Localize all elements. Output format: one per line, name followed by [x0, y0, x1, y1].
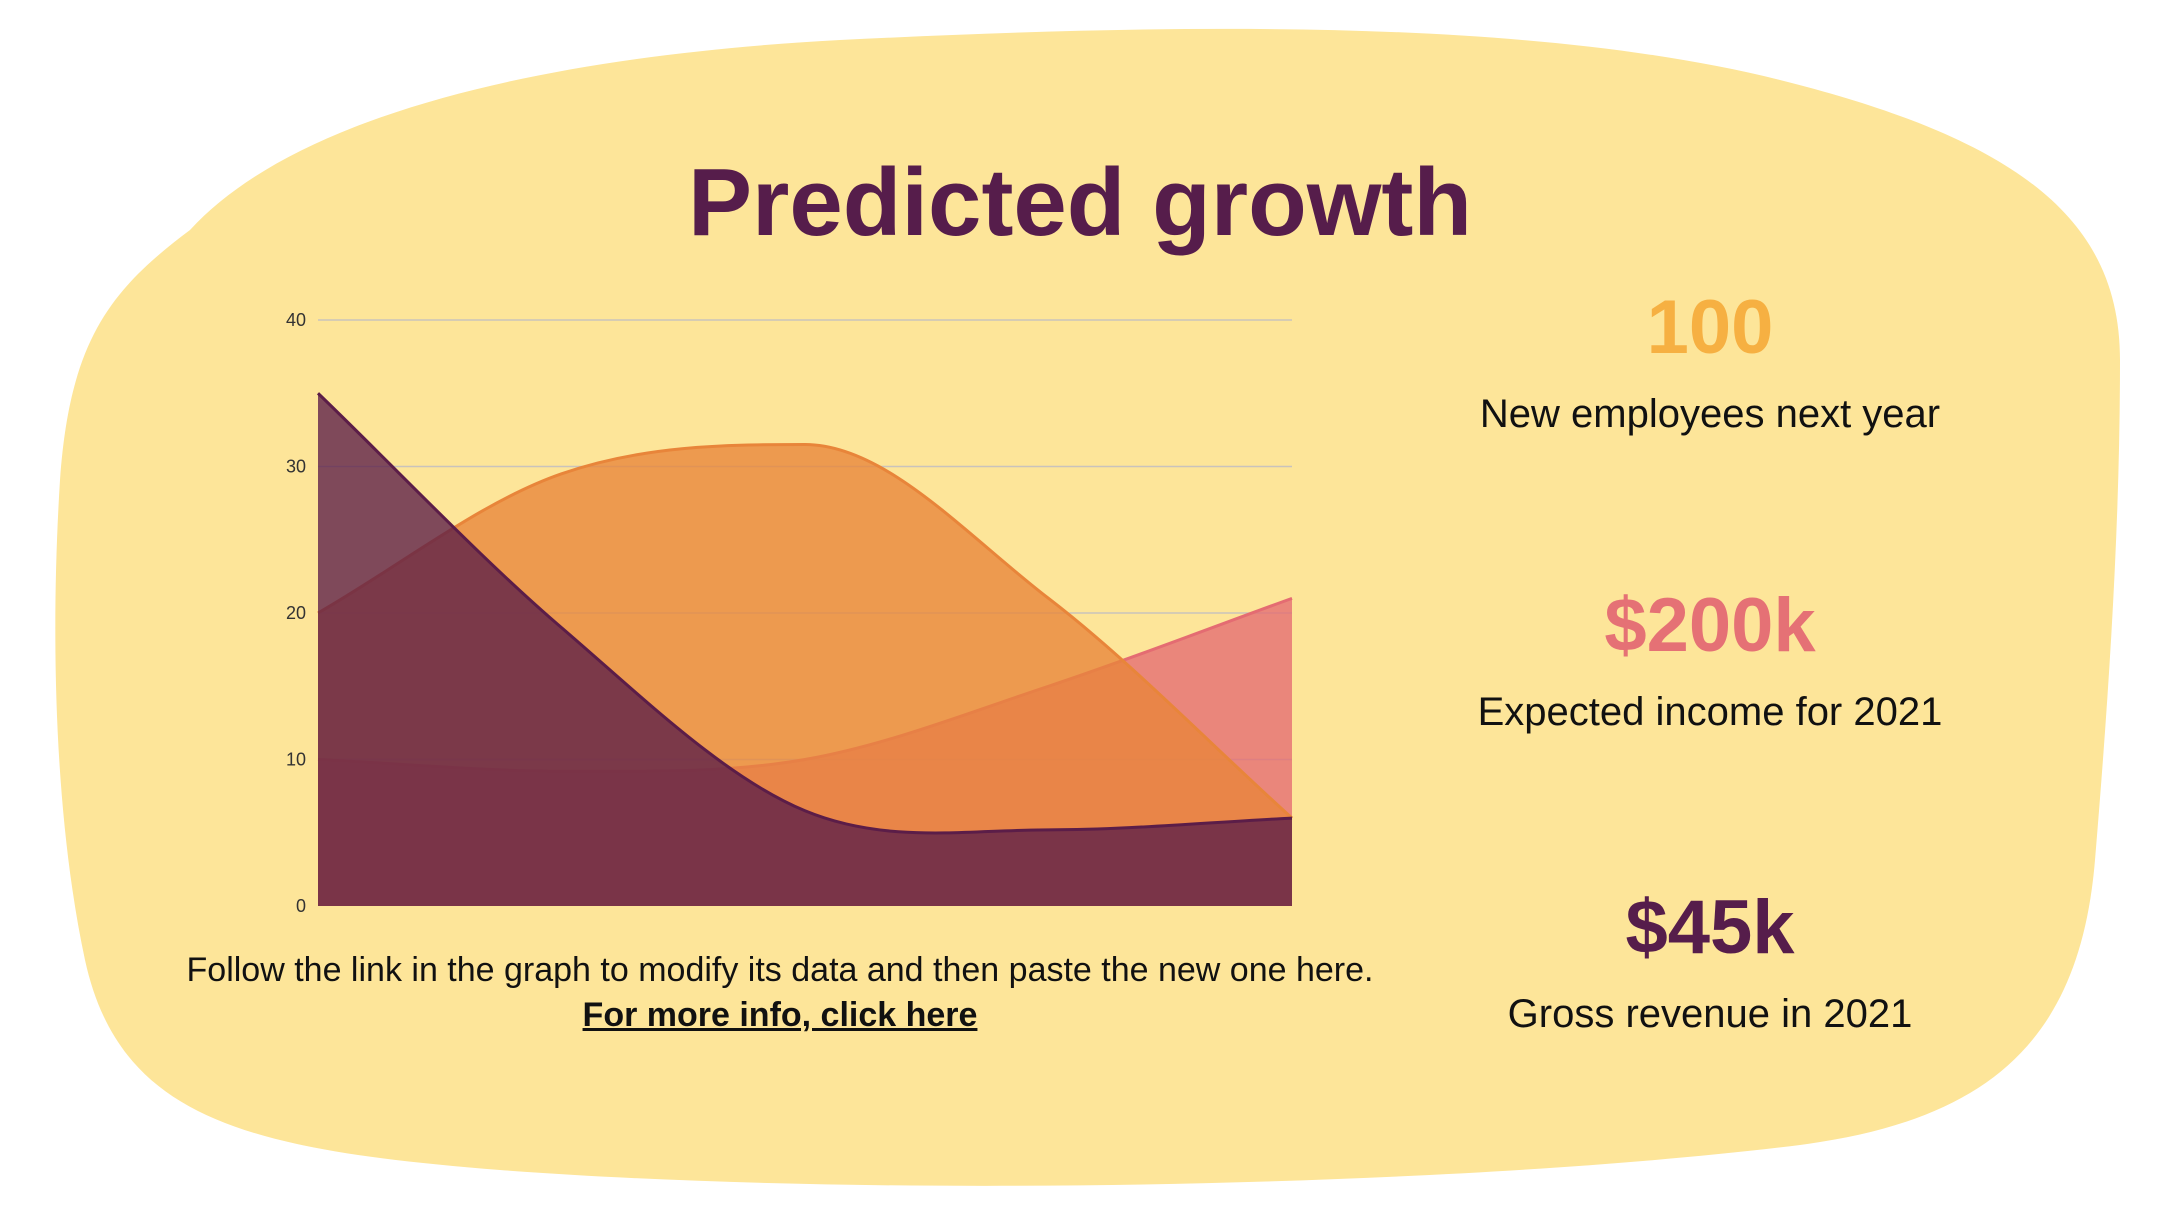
stat-value: 100: [1646, 285, 1774, 370]
series-areas: [316, 392, 1294, 906]
chart-caption: Follow the link in the graph to modify i…: [180, 948, 1380, 1038]
y-tick-label: 0: [296, 896, 306, 916]
y-tick-label: 10: [286, 750, 306, 770]
series-area-3: [318, 393, 1292, 906]
y-tick-label: 40: [286, 310, 306, 330]
stat-label: New employees next year: [1479, 392, 1941, 436]
series-line-3: [316, 392, 1293, 835]
page-title: Predicted growth: [687, 149, 1473, 256]
caption-text: Follow the link in the graph to modify i…: [186, 951, 1374, 989]
stat-label: Gross revenue in 2021: [1507, 992, 1913, 1036]
stat-label: Expected income for 2021: [1477, 690, 1943, 734]
stat-value: $45k: [1625, 885, 1795, 970]
y-tick-label: 20: [286, 603, 306, 623]
y-axis-ticks: 0 10 20 30 40: [286, 310, 306, 916]
series-line-2: [317, 443, 1294, 820]
stat-new-employees: 100 New employees next year: [1410, 285, 2010, 439]
y-tick-label: 30: [286, 457, 306, 477]
more-info-link[interactable]: For more info, click here: [582, 996, 978, 1034]
stat-gross-revenue: $45k Gross revenue in 2021: [1410, 885, 2010, 1039]
stat-value: $200k: [1604, 583, 1816, 668]
stat-expected-income: $200k Expected income for 2021: [1410, 583, 2010, 737]
